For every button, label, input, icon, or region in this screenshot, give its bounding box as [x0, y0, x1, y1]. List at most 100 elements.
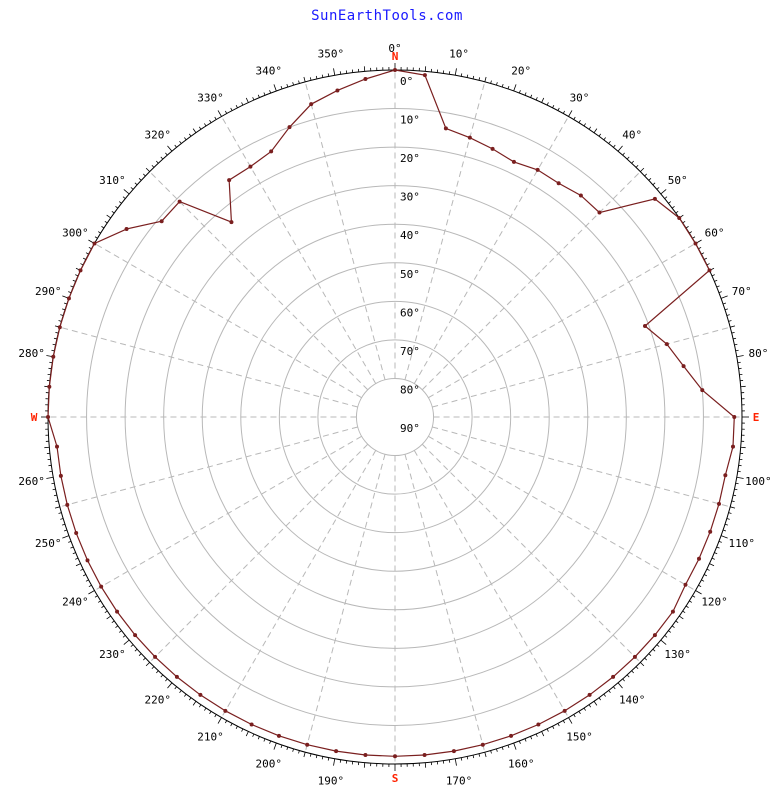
azimuth-tick: [589, 127, 591, 129]
azimuth-tick: [123, 635, 125, 637]
azimuth-tick: [725, 309, 728, 310]
azimuth-label: 120°: [701, 596, 728, 609]
azimuth-spoke: [222, 116, 376, 383]
horizon-point: [694, 242, 698, 246]
azimuth-tick: [167, 683, 171, 688]
azimuth-tick: [683, 221, 685, 223]
azimuth-tick: [218, 110, 222, 116]
azimuth-tick: [231, 723, 232, 726]
azimuth-tick: [253, 734, 254, 737]
azimuth-spoke: [432, 427, 730, 507]
horizon-point: [671, 610, 675, 614]
azimuth-tick: [73, 553, 76, 554]
azimuth-tick: [287, 84, 288, 87]
azimuth-tick: [653, 183, 655, 185]
azimuth-tick: [668, 202, 670, 204]
azimuth-tick: [146, 168, 150, 172]
azimuth-tick: [64, 530, 67, 531]
azimuth-spoke: [305, 82, 385, 380]
azimuth-tick: [143, 658, 145, 660]
azimuth-tick: [86, 580, 89, 581]
azimuth-tick: [68, 541, 71, 542]
azimuth-tick: [599, 698, 601, 700]
horizon-point: [468, 136, 472, 140]
elevation-label: 60°: [400, 306, 420, 319]
azimuth-tick: [167, 146, 171, 151]
azimuth-label: 100°: [745, 475, 772, 488]
cardinal-w: W: [31, 411, 38, 424]
azimuth-tick: [95, 237, 98, 239]
brand-title[interactable]: SunEarthTools.com: [0, 8, 774, 24]
horizon-point: [198, 693, 202, 697]
azimuth-tick: [55, 507, 60, 508]
azimuth-tick: [645, 174, 647, 176]
azimuth-spoke: [94, 436, 361, 590]
azimuth-tick: [139, 654, 141, 656]
azimuth-tick: [563, 720, 564, 723]
azimuth-tick: [461, 758, 462, 761]
azimuth-tick: [609, 690, 611, 692]
azimuth-tick: [161, 157, 163, 159]
azimuth-tick: [62, 536, 69, 538]
azimuth-tick: [316, 755, 317, 758]
azimuth-tick: [135, 183, 137, 185]
azimuth-tick: [632, 161, 634, 163]
azimuth-tick: [236, 105, 237, 108]
elevation-label: 30°: [400, 191, 420, 204]
azimuth-tick: [124, 640, 129, 644]
azimuth-tick: [105, 611, 107, 613]
horizon-point: [683, 583, 687, 587]
azimuth-tick: [131, 187, 133, 189]
azimuth-tick: [531, 95, 532, 98]
horizon-point: [288, 125, 292, 129]
azimuth-tick: [502, 747, 503, 750]
azimuth-tick: [553, 105, 554, 108]
azimuth-tick: [105, 221, 107, 223]
horizon-point: [633, 655, 637, 659]
azimuth-tick: [62, 309, 65, 310]
azimuth-tick: [119, 202, 121, 204]
azimuth-label: 110°: [728, 537, 755, 550]
elevation-label: 0°: [400, 75, 413, 88]
elevation-label: 80°: [400, 383, 420, 396]
azimuth-spoke: [150, 172, 368, 390]
azimuth-tick: [672, 626, 674, 628]
azimuth-tick: [253, 97, 254, 100]
elevation-label: 40°: [400, 229, 420, 242]
horizon-point: [153, 655, 157, 659]
azimuth-spoke: [432, 327, 730, 407]
azimuth-tick: [101, 226, 104, 228]
azimuth-tick: [322, 756, 323, 759]
azimuth-tick: [152, 667, 154, 669]
azimuth-tick: [165, 679, 167, 681]
azimuth-tick: [98, 601, 101, 603]
azimuth-tick: [594, 129, 597, 133]
horizon-point: [363, 753, 367, 757]
azimuth-tick: [536, 97, 537, 100]
azimuth-label: 250°: [35, 537, 62, 550]
azimuth-label: 70°: [732, 285, 752, 298]
azimuth-spoke: [414, 116, 568, 383]
azimuth-tick: [258, 95, 259, 98]
azimuth-label: 80°: [748, 347, 768, 360]
horizon-point: [160, 219, 164, 223]
azimuth-tick: [304, 77, 305, 82]
azimuth-tick: [455, 759, 456, 766]
horizon-point: [55, 445, 59, 449]
horizon-point: [305, 743, 309, 747]
horizon-point: [277, 734, 281, 738]
azimuth-tick: [709, 564, 714, 566]
horizon-point: [677, 216, 681, 220]
azimuth-tick: [692, 596, 695, 598]
azimuth-tick: [310, 754, 311, 757]
azimuth-tick: [594, 701, 597, 705]
azimuth-tick: [479, 77, 480, 80]
azimuth-tick: [727, 518, 730, 519]
azimuth-tick: [83, 258, 86, 259]
azimuth-label: 280°: [18, 347, 45, 360]
azimuth-tick: [730, 507, 735, 508]
azimuth-tick: [613, 145, 615, 147]
azimuth-tick: [723, 303, 726, 304]
azimuth-spoke: [94, 244, 361, 398]
horizon-point: [393, 68, 397, 72]
